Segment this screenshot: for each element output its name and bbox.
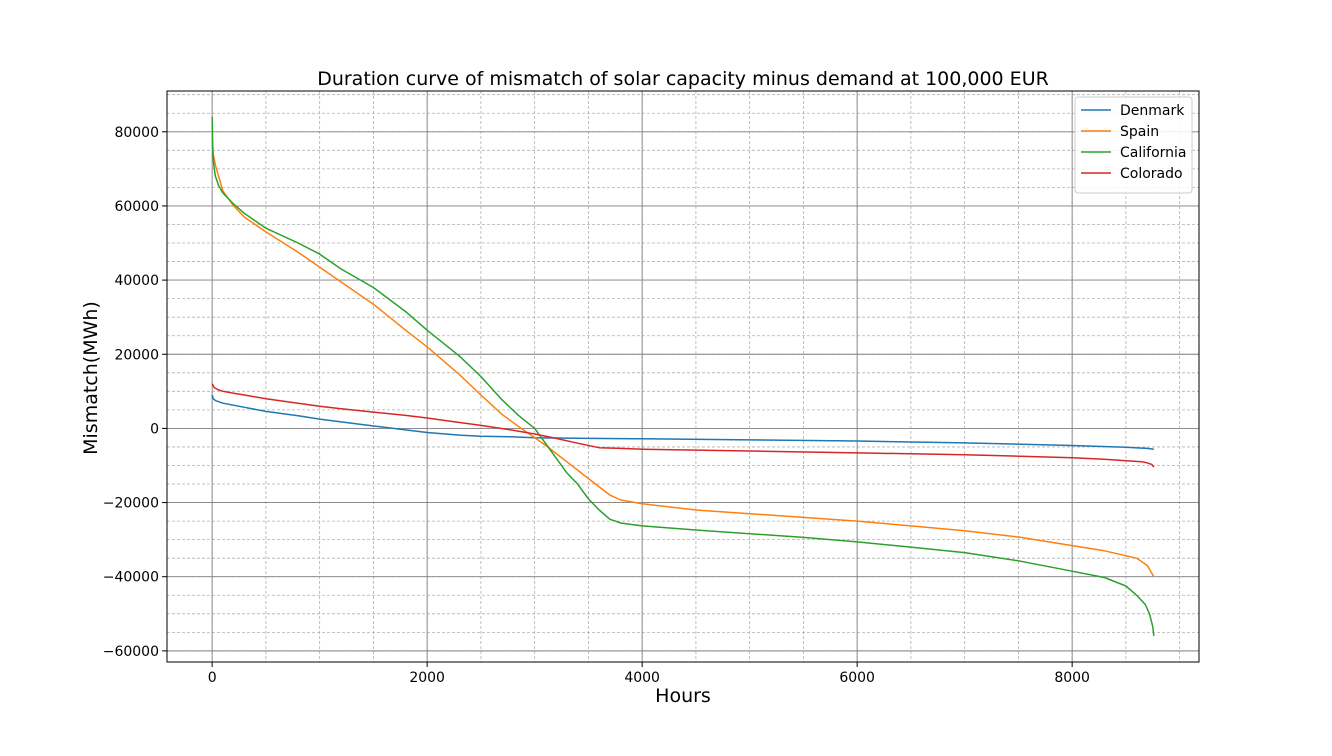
y-tick-label: 80000 (114, 125, 159, 141)
series-line-denmark (211, 394, 1154, 450)
major-grid (167, 91, 1199, 662)
x-axis-label: Hours (655, 685, 711, 707)
plot-area (166, 90, 1200, 663)
x-tick-label: 0 (208, 670, 217, 686)
y-axis-label: Mismatch(MWh) (80, 301, 102, 455)
series-line-colorado (211, 383, 1155, 468)
x-tick-label: 8000 (1054, 670, 1090, 686)
y-tick-label: 0 (150, 421, 159, 437)
series-line-spain (211, 135, 1155, 578)
y-tick-label: 20000 (114, 347, 159, 363)
series-line-california (211, 116, 1155, 637)
chart-title: Duration curve of mismatch of solar capa… (317, 68, 1049, 90)
y-tick-label: −40000 (103, 570, 159, 586)
legend-label: California (1120, 145, 1186, 161)
legend: Denmark Spain California Colorado (1074, 96, 1193, 194)
y-axis: −60000 −40000 −20000 0 20000 40000 60000 80000 (103, 125, 167, 660)
x-tick-label: 6000 (839, 670, 875, 686)
y-tick-label: −60000 (103, 644, 159, 660)
plot-frame (166, 90, 1200, 663)
y-tick-label: 40000 (114, 273, 159, 289)
x-tick-label: 4000 (624, 670, 660, 686)
legend-label: Spain (1120, 124, 1159, 140)
legend-label: Denmark (1120, 103, 1185, 119)
legend-label: Colorado (1120, 166, 1183, 182)
y-tick-label: 60000 (114, 199, 159, 215)
plot-background (167, 91, 1199, 662)
x-axis: 0 2000 4000 6000 8000 (208, 662, 1090, 686)
x-tick-label: 2000 (409, 670, 445, 686)
legend-box (1074, 96, 1193, 194)
series-lines (211, 116, 1155, 637)
y-tick-label: −20000 (103, 496, 159, 512)
